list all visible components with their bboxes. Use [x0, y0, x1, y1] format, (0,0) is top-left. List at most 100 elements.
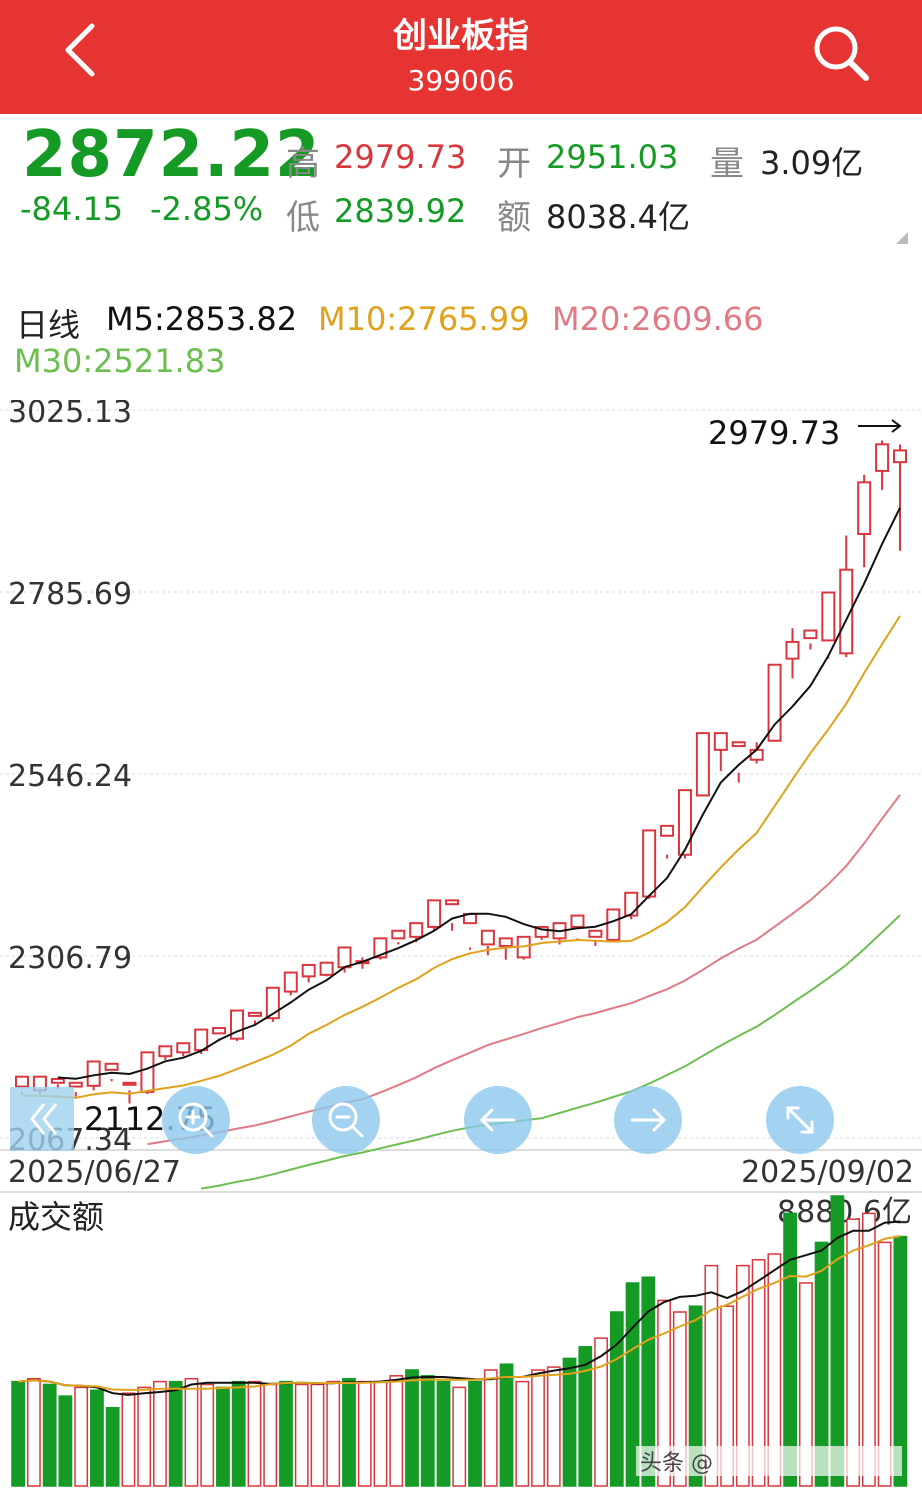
volume-bar[interactable] [11, 1380, 26, 1487]
volume-bar[interactable] [830, 1195, 845, 1487]
volume-bar[interactable] [452, 1386, 467, 1487]
volume-bar[interactable] [200, 1383, 215, 1487]
period-label[interactable]: 日线 [16, 306, 81, 344]
search-icon[interactable] [806, 20, 874, 88]
volume-bar[interactable] [735, 1264, 750, 1487]
volume-bar[interactable] [562, 1357, 577, 1487]
volume-bar[interactable] [90, 1389, 104, 1487]
candle-body[interactable] [677, 789, 692, 856]
volume-bar[interactable] [672, 1311, 687, 1487]
volume-bar[interactable] [877, 1241, 892, 1487]
volume-bar[interactable] [420, 1375, 435, 1487]
volume-bar[interactable] [814, 1241, 829, 1487]
volume-bar[interactable] [846, 1218, 861, 1487]
candlestick-chart[interactable]: 3025.132785.692546.242306.792067.342979.… [0, 400, 922, 1494]
volume-bar[interactable] [767, 1253, 782, 1487]
volume-bar[interactable] [326, 1380, 341, 1487]
candle-body[interactable] [104, 1062, 119, 1071]
volume-bar[interactable] [105, 1406, 120, 1487]
candle-body[interactable] [391, 929, 406, 940]
candle-body[interactable] [570, 914, 585, 928]
volume-bar[interactable] [751, 1259, 766, 1487]
candle-body[interactable] [875, 443, 890, 472]
volume-bar[interactable] [436, 1380, 451, 1487]
candle-body[interactable] [140, 1051, 155, 1093]
candle-body[interactable] [86, 1060, 101, 1087]
volume-bar[interactable] [609, 1311, 624, 1487]
volume-bar[interactable] [42, 1383, 57, 1487]
candle-body[interactable] [50, 1077, 65, 1084]
volume-bar[interactable] [294, 1383, 309, 1487]
chevron-left-icon[interactable] [50, 18, 114, 82]
volume-bar[interactable] [184, 1377, 199, 1487]
candle-body[interactable] [695, 732, 710, 797]
candle-body[interactable] [731, 741, 746, 748]
volume-bar[interactable] [168, 1380, 183, 1487]
volume-bar[interactable] [247, 1380, 262, 1487]
volume-bar[interactable] [798, 1282, 813, 1487]
candle-body[interactable] [803, 629, 818, 640]
volume-bar[interactable] [861, 1212, 876, 1487]
candle-body[interactable] [857, 481, 872, 535]
candle-body[interactable] [713, 732, 728, 751]
volume-bar[interactable] [594, 1337, 608, 1487]
candle-body[interactable] [785, 640, 800, 660]
candle-body[interactable] [642, 829, 657, 898]
zoom-in-icon[interactable] [162, 1086, 230, 1154]
candle-body[interactable] [158, 1045, 173, 1058]
volume-bar[interactable] [704, 1264, 719, 1487]
volume-bar[interactable] [499, 1363, 514, 1487]
volume-bar[interactable] [137, 1386, 152, 1487]
volume-bar[interactable] [688, 1305, 703, 1487]
candle-body[interactable] [122, 1081, 137, 1086]
candle-body[interactable] [176, 1042, 191, 1054]
candle-body[interactable] [337, 946, 352, 969]
candle-body[interactable] [247, 1011, 262, 1017]
volume-bar[interactable] [389, 1375, 404, 1487]
candle-body[interactable] [230, 1009, 245, 1040]
candle-body[interactable] [588, 929, 603, 938]
candle-body[interactable] [480, 929, 495, 946]
volume-bar[interactable] [121, 1392, 136, 1487]
volume-bar[interactable] [625, 1282, 640, 1487]
volume-bar[interactable] [531, 1369, 545, 1487]
zoom-out-icon[interactable] [312, 1086, 380, 1154]
candle-body[interactable] [445, 899, 460, 906]
candle-body[interactable] [373, 937, 388, 959]
candle-body[interactable] [301, 963, 316, 978]
candle-body[interactable] [606, 908, 621, 941]
candle-body[interactable] [212, 1027, 227, 1035]
candle-body[interactable] [194, 1028, 209, 1052]
volume-bar[interactable] [357, 1380, 372, 1487]
volume-bar[interactable] [657, 1299, 671, 1487]
volume-bar[interactable] [263, 1383, 278, 1487]
double-chevron-left-icon[interactable] [10, 1087, 74, 1151]
volume-bar[interactable] [373, 1380, 388, 1487]
volume-bar[interactable] [27, 1377, 41, 1487]
candle-body[interactable] [15, 1075, 29, 1088]
candle-body[interactable] [319, 961, 334, 976]
volume-bar[interactable] [310, 1383, 325, 1487]
volume-bar[interactable] [405, 1369, 419, 1487]
volume-bar[interactable] [483, 1369, 498, 1487]
candle-body[interactable] [839, 568, 854, 655]
volume-bar[interactable] [58, 1395, 73, 1487]
volume-bar[interactable] [720, 1305, 734, 1487]
candle-body[interactable] [283, 971, 298, 993]
volume-bar[interactable] [231, 1380, 246, 1487]
volume-bar[interactable] [216, 1386, 230, 1487]
candle-body[interactable] [749, 748, 764, 761]
volume-bar[interactable] [342, 1377, 356, 1487]
volume-bar[interactable] [546, 1366, 561, 1487]
volume-bar[interactable] [515, 1380, 530, 1487]
candle-body[interactable] [660, 824, 675, 837]
candle-body[interactable] [427, 899, 442, 928]
candle-body[interactable] [265, 986, 280, 1020]
volume-bar[interactable] [641, 1276, 656, 1487]
candle-body[interactable] [409, 922, 424, 938]
volume-bar[interactable] [153, 1380, 167, 1487]
candle-body[interactable] [893, 449, 907, 464]
volume-bar[interactable] [468, 1380, 482, 1487]
candle-body[interactable] [821, 591, 836, 642]
expand-corner-icon[interactable] [896, 232, 908, 244]
